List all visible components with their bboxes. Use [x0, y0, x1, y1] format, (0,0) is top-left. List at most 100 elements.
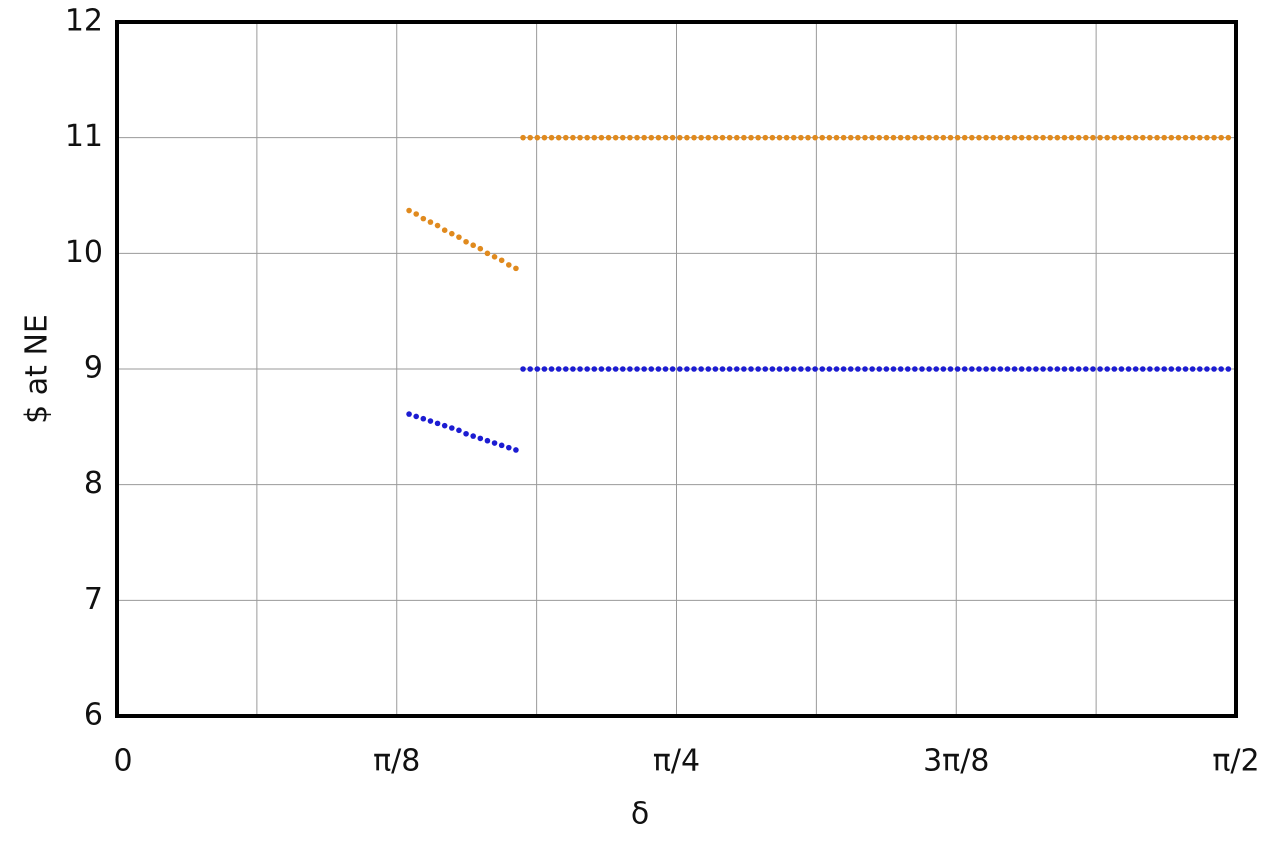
- data-point: [1090, 134, 1096, 141]
- data-point: [1011, 366, 1018, 372]
- data-point: [855, 134, 861, 141]
- y-tick-label: 12: [65, 4, 103, 39]
- data-point: [676, 134, 683, 141]
- y-tick-label: 10: [65, 235, 103, 270]
- data-point: [548, 366, 555, 372]
- data-point: [655, 134, 662, 141]
- data-point: [463, 238, 469, 245]
- data-point: [463, 430, 469, 437]
- data-point: [826, 366, 833, 372]
- data-point: [890, 134, 897, 141]
- y-tick-label: 9: [84, 351, 103, 386]
- x-tick-label: 0: [113, 744, 132, 779]
- data-point: [641, 366, 647, 372]
- x-tick-label: π/2: [1212, 744, 1259, 779]
- data-point: [1068, 134, 1075, 141]
- data-point: [897, 134, 904, 141]
- data-point: [940, 366, 947, 372]
- data-point: [598, 366, 605, 372]
- data-point: [926, 134, 932, 141]
- data-point: [1189, 366, 1196, 372]
- data-point: [862, 366, 868, 372]
- data-point: [961, 134, 968, 141]
- data-point: [819, 366, 826, 372]
- data-point: [513, 447, 519, 453]
- data-point: [627, 366, 633, 372]
- data-point: [755, 134, 761, 141]
- data-point: [548, 134, 555, 141]
- data-point: [684, 366, 690, 372]
- data-point: [1018, 134, 1025, 141]
- data-point: [954, 134, 961, 141]
- data-point: [456, 427, 462, 434]
- data-point: [648, 134, 655, 141]
- data-point: [1011, 134, 1018, 141]
- data-point: [691, 134, 697, 141]
- data-point: [669, 366, 676, 372]
- data-point: [477, 245, 484, 252]
- y-tick-label: 11: [65, 119, 103, 154]
- data-point: [427, 219, 434, 225]
- data-point: [733, 366, 740, 372]
- data-point: [634, 134, 640, 141]
- data-point: [1026, 366, 1032, 372]
- data-point: [434, 222, 441, 229]
- data-point: [541, 134, 548, 141]
- data-point: [612, 134, 619, 141]
- data-point: [676, 366, 683, 372]
- data-point: [790, 366, 797, 372]
- data-point: [1211, 366, 1217, 372]
- y-tick-label: 8: [84, 466, 103, 501]
- data-point: [904, 134, 911, 141]
- data-point: [997, 134, 1004, 141]
- data-point: [669, 134, 676, 141]
- data-point: [1161, 134, 1167, 141]
- data-point: [449, 230, 455, 237]
- data-point: [1097, 366, 1103, 372]
- data-point: [769, 366, 776, 372]
- y-axis-label: $ at NE: [20, 314, 55, 424]
- data-point: [1218, 134, 1224, 141]
- data-point: [1054, 366, 1061, 372]
- data-point: [698, 134, 704, 141]
- data-point: [1189, 134, 1196, 141]
- data-point: [1218, 366, 1224, 372]
- data-point: [413, 413, 419, 420]
- data-point: [969, 366, 975, 372]
- data-point: [1004, 366, 1011, 372]
- data-point: [869, 134, 875, 141]
- data-point: [577, 366, 583, 372]
- data-point: [1225, 366, 1232, 372]
- data-point: [1225, 134, 1232, 141]
- data-point: [534, 134, 541, 141]
- data-point: [1211, 134, 1217, 141]
- data-point: [520, 366, 526, 372]
- data-point: [926, 366, 932, 372]
- data-point: [1204, 366, 1210, 372]
- data-point: [933, 366, 940, 372]
- data-point: [890, 366, 897, 372]
- data-point: [584, 134, 590, 141]
- data-point: [605, 366, 612, 372]
- data-point: [805, 366, 811, 372]
- data-point: [997, 366, 1004, 372]
- data-point: [961, 366, 968, 372]
- data-point: [441, 227, 448, 233]
- data-point: [541, 366, 548, 372]
- data-point: [812, 366, 818, 372]
- data-point: [883, 366, 890, 372]
- data-point: [812, 134, 818, 141]
- data-point: [741, 366, 747, 372]
- data-point: [883, 134, 890, 141]
- data-point: [684, 134, 690, 141]
- data-point: [762, 366, 769, 372]
- data-point: [420, 415, 427, 422]
- data-point: [619, 366, 626, 372]
- data-point: [1033, 134, 1039, 141]
- data-point: [798, 366, 804, 372]
- data-point: [591, 366, 598, 372]
- data-point: [570, 366, 576, 372]
- data-point: [1182, 134, 1189, 141]
- data-point: [847, 366, 854, 372]
